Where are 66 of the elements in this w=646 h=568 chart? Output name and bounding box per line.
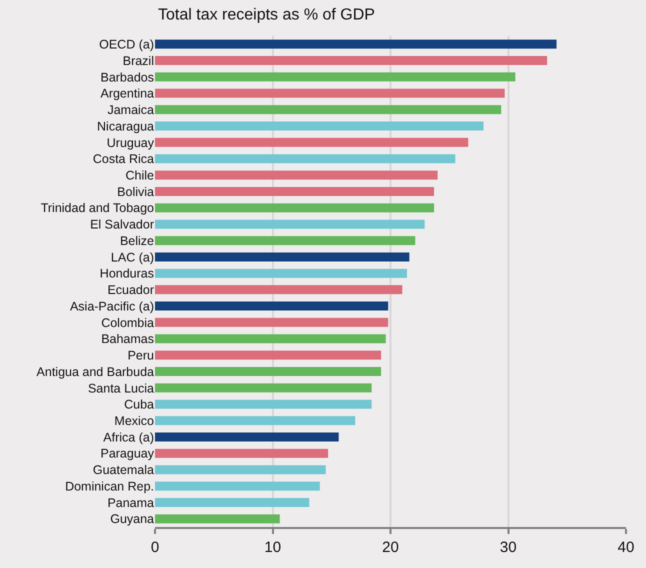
bar — [155, 154, 456, 164]
y-tick-label: Bahamas — [101, 332, 154, 346]
bar — [155, 122, 484, 131]
y-tick-label: El Salvador — [90, 218, 154, 232]
bar — [155, 236, 416, 246]
bar — [155, 482, 320, 491]
y-tick-label: Guyana — [110, 512, 154, 526]
bar — [155, 40, 557, 49]
x-tick-label: 40 — [618, 539, 634, 556]
y-tick-label: Trinidad and Tobago — [40, 201, 154, 216]
y-tick-label: Honduras — [100, 266, 154, 281]
bar — [155, 465, 326, 474]
y-tick-label: Chile — [126, 168, 154, 182]
bar — [155, 383, 372, 392]
bar — [155, 514, 280, 524]
bar — [155, 334, 386, 344]
y-tick-label: LAC (a) — [110, 250, 154, 264]
bar — [155, 432, 339, 442]
y-tick-label: Santa Lucia — [88, 381, 154, 396]
bar — [155, 88, 505, 98]
y-tick-label: Paraguay — [100, 446, 155, 461]
bar — [155, 268, 407, 278]
y-tick-label: Guatemala — [92, 463, 154, 478]
x-tick-label: 30 — [500, 539, 517, 556]
y-tick-label: Asia-Pacific (a) — [70, 299, 154, 314]
x-tick-label: 10 — [264, 539, 282, 556]
y-tick-label: Colombia — [101, 316, 154, 330]
y-tick-label: Barbados — [100, 70, 154, 84]
y-tick-label: Ecuador — [107, 283, 154, 298]
y-tick-label: Argentina — [100, 86, 154, 101]
y-tick-label: Costa Rica — [92, 152, 154, 166]
bar — [155, 220, 425, 229]
y-tick-label: Mexico — [114, 414, 154, 428]
y-tick-label: Jamaica — [107, 103, 154, 118]
bar — [155, 416, 356, 426]
y-tick-label: Nicaragua — [97, 119, 154, 134]
bar — [155, 56, 548, 66]
y-tick-label: Uruguay — [106, 136, 155, 150]
bar — [155, 448, 328, 458]
x-tick-label: 20 — [382, 539, 399, 556]
y-tick-label: Brazil — [122, 54, 154, 68]
y-tick-label: Peru — [128, 348, 154, 363]
bar — [155, 400, 372, 409]
chart-title: Total tax receipts as % of GDP — [158, 6, 375, 24]
bar — [155, 350, 382, 360]
bar — [155, 498, 310, 507]
bar — [155, 285, 402, 294]
y-tick-label: Bolivia — [117, 184, 154, 199]
y-tick-label: Dominican Rep. — [65, 479, 154, 494]
bar — [155, 170, 438, 180]
x-tick-label: 0 — [150, 539, 160, 556]
y-tick-label: OECD (a) — [99, 38, 154, 52]
bar — [155, 318, 388, 327]
y-tick-label: Belize — [120, 234, 154, 248]
bar — [155, 203, 434, 212]
bar — [155, 138, 468, 147]
y-tick-label: Cuba — [124, 398, 154, 412]
bar — [155, 105, 502, 114]
bar — [155, 302, 388, 311]
y-tick-label: Africa (a) — [103, 430, 154, 444]
y-tick-label: Panama — [107, 496, 154, 510]
bar — [155, 186, 434, 196]
y-tick-label: Antigua and Barbuda — [36, 364, 154, 379]
bar — [155, 367, 382, 376]
bar — [155, 252, 410, 262]
bar — [155, 72, 516, 82]
